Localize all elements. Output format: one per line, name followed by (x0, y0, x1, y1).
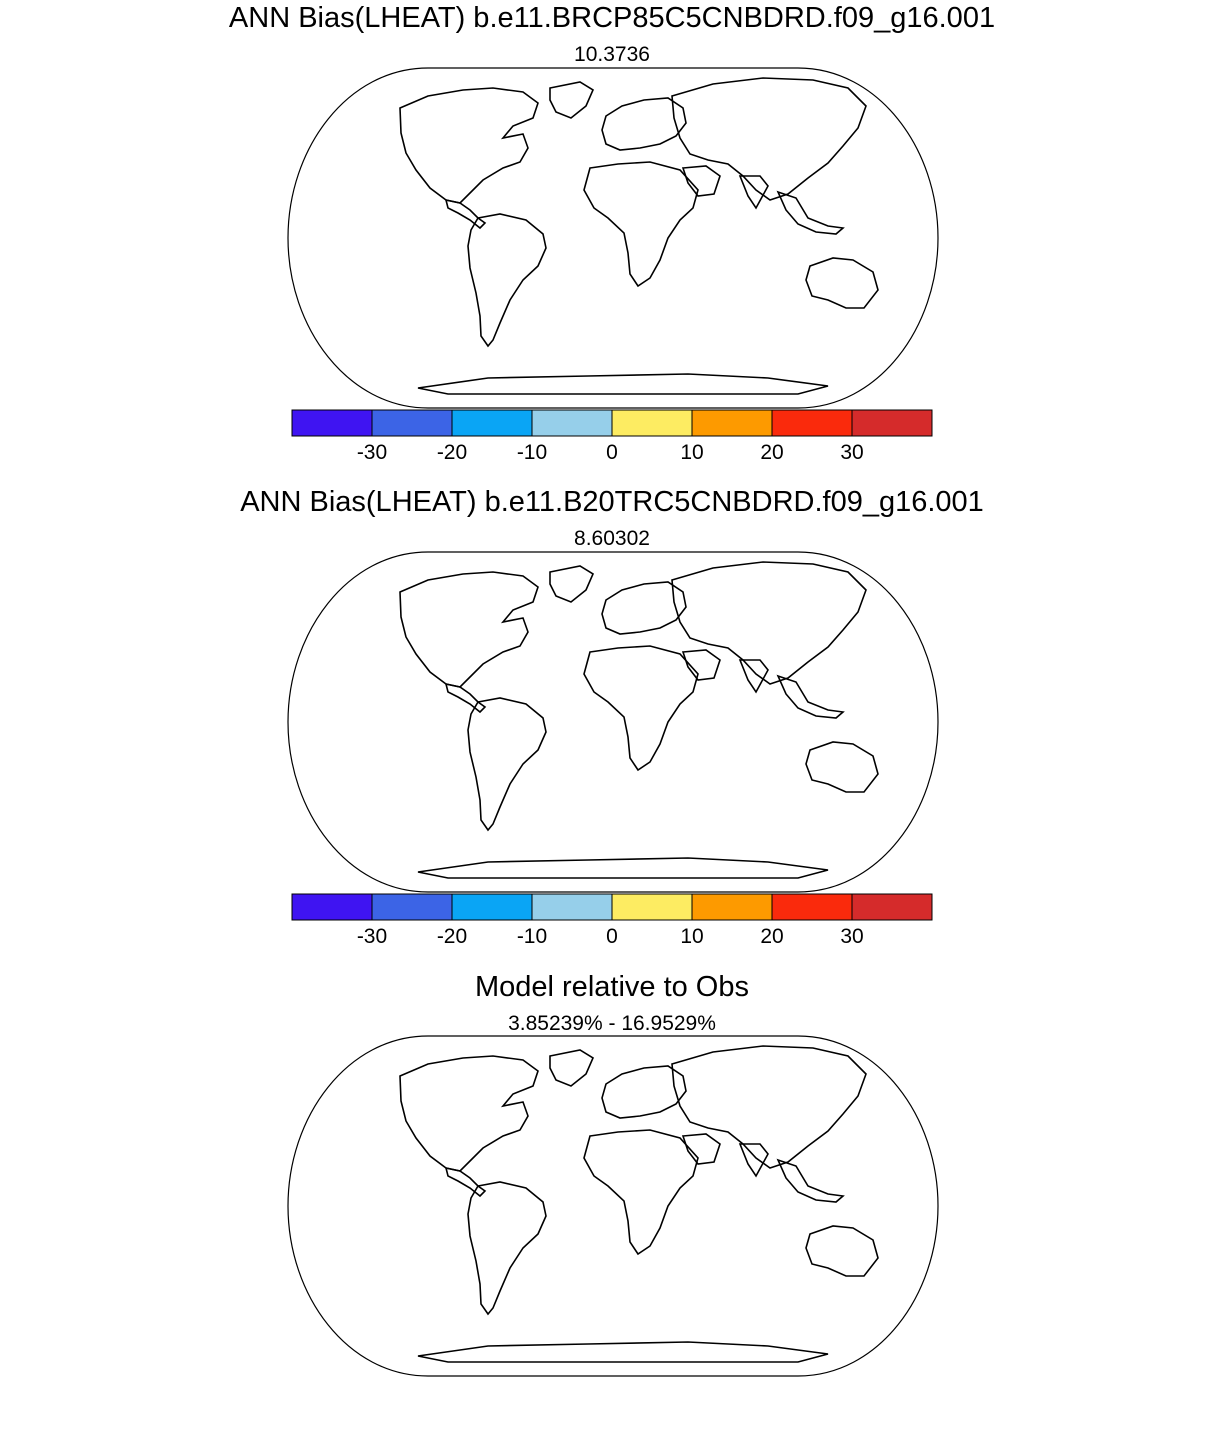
cbar1-tick-label: 20 (760, 441, 784, 464)
panel1-subtitle: 10.3736 (574, 43, 650, 66)
colorbar-bin (611, 409, 693, 437)
coastline (399, 561, 879, 879)
map-future-bias (287, 67, 939, 409)
panel1-title: ANN Bias(LHEAT) b.e11.BRCP85C5CNBDRD.f09… (228, 2, 996, 34)
colorbar-bin (291, 893, 373, 921)
cbar2-tick-label: -30 (356, 925, 388, 948)
cbar2-tick-label: -10 (516, 925, 548, 948)
cbar2-tick-label: 30 (840, 925, 864, 948)
panel2-subtitle: 8.60302 (574, 527, 650, 550)
map-border (287, 1035, 939, 1377)
colorbar-bin (291, 409, 373, 437)
coastline (399, 1045, 879, 1363)
cbar2-tick-label: -20 (436, 925, 468, 948)
cbar1-tick-label: -10 (516, 441, 548, 464)
cbar1-tick-label: 10 (680, 441, 704, 464)
colorbar-bin (771, 409, 853, 437)
panel2-title: ANN Bias(LHEAT) b.e11.B20TRC5CNBDRD.f09_… (240, 486, 984, 518)
colorbar-bin (851, 893, 933, 921)
panel3-title: Model relative to Obs (474, 971, 749, 1003)
cbar1-tick-label: 30 (840, 441, 864, 464)
colorbar-bin (451, 409, 533, 437)
colorbar-bin (611, 893, 693, 921)
panel3-subtitle: 3.85239% - 16.9529% (508, 1012, 716, 1035)
map-present-bias (287, 551, 939, 893)
cbar2-tick-label: 20 (760, 925, 784, 948)
cbar1-tick-label: -30 (356, 441, 388, 464)
cbar2-tick-label: 10 (680, 925, 704, 948)
colorbar-bin (371, 409, 453, 437)
colorbar-bin (451, 893, 533, 921)
colorbar-panel2 (291, 893, 933, 921)
cbar1-tick-label: -20 (436, 441, 468, 464)
land-data-field (416, 1076, 856, 1276)
land-data-field (400, 78, 878, 394)
colorbar-bin (691, 409, 773, 437)
map-relative-to-obs (287, 1035, 939, 1377)
cbar2-tick-label: 0 (606, 925, 618, 948)
coastline (399, 77, 879, 395)
map-border (287, 551, 939, 893)
colorbar-bin (691, 893, 773, 921)
cbar1-tick-label: 0 (606, 441, 618, 464)
colorbar-bin (371, 893, 453, 921)
colorbar-bin (771, 893, 853, 921)
colorbar-bin (851, 409, 933, 437)
colorbar-bin (531, 893, 613, 921)
colorbar-panel1 (291, 409, 933, 437)
colorbar-bin (531, 409, 613, 437)
land-data-field (400, 562, 878, 878)
map-border (287, 67, 939, 409)
